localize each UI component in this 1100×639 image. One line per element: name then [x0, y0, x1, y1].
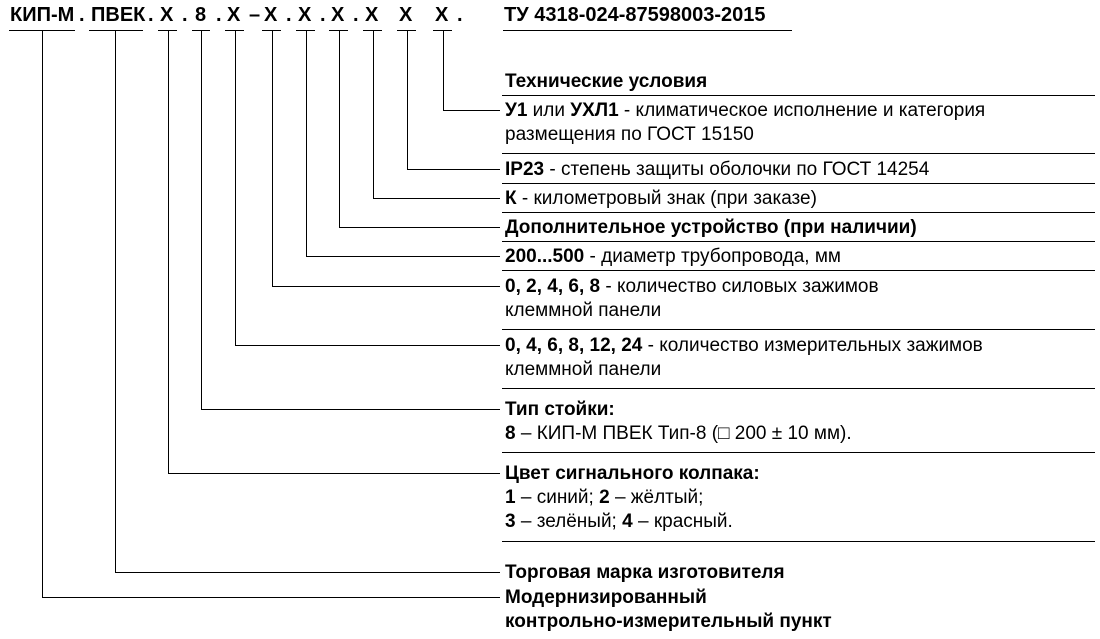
code-seg-addon: Х	[331, 4, 344, 27]
code-seg-pvek: ПВЕК	[91, 4, 145, 27]
desc-title-kipm: Модернизированныйконтрольно-измерительны…	[505, 586, 832, 634]
code-sep-after-addon: .	[353, 4, 359, 27]
desc-divider-7	[502, 388, 1095, 389]
code-sep-after-power: .	[286, 4, 292, 27]
code-seg-km: Х	[365, 4, 378, 27]
desc-divider-2	[502, 183, 1095, 184]
code-sep-after-meas: –	[249, 4, 260, 27]
desc-divider-3	[502, 212, 1095, 213]
code-seg-color: Х	[160, 4, 173, 27]
code-sep-after-type: .	[216, 4, 222, 27]
code-seg-meas: Х	[227, 4, 240, 27]
desc-color: Цвет сигнального колпака:1 – синий; 2 – …	[505, 462, 760, 534]
code-sep-after-diam: .	[320, 4, 326, 27]
desc-clim: У1 или УХЛ1 - климатическое исполнение и…	[505, 99, 985, 147]
desc-divider-5	[502, 270, 1095, 271]
desc-divider-6	[502, 329, 1095, 330]
code-seg-kipm: КИП-М	[10, 4, 74, 27]
code-seg-type: 8	[195, 4, 206, 27]
desc-type: Тип стойки:8 – КИП-М ПВЕК Тип-8 (□ 200 ±…	[505, 398, 852, 446]
desc-divider-4	[502, 241, 1095, 242]
desc-title-tu: Технические условия	[505, 70, 707, 94]
code-seg-diam: Х	[298, 4, 311, 27]
code-underline-tu	[503, 30, 792, 31]
desc-divider-0	[502, 95, 1095, 96]
desc-power: 0, 2, 4, 6, 8 - количество силовых зажим…	[505, 275, 879, 323]
code-seg-power: Х	[264, 4, 277, 27]
code-sep-after-pvek: .	[148, 4, 154, 27]
designation-diagram: { "layout": { "desc_left": 505, "divider…	[0, 0, 1100, 639]
code-seg-ip: Х	[399, 4, 412, 27]
desc-divider-1	[502, 153, 1095, 154]
desc-km: К - километровый знак (при заказе)	[505, 187, 817, 211]
desc-diam: 200...500 - диаметр трубопровода, мм	[505, 245, 841, 269]
code-seg-tu: ТУ 4318-024-87598003-2015	[504, 4, 766, 27]
code-row: КИП-М.ПВЕК.Х.8.Х–Х.Х.Х.ХХХ.ТУ 4318-024-8…	[0, 0, 1100, 30]
code-sep-after-color: .	[182, 4, 188, 27]
code-seg-clim: Х	[435, 4, 448, 27]
desc-divider-9	[502, 541, 1095, 542]
desc-title-pvek: Торговая марка изготовителя	[505, 561, 785, 585]
code-sep-after-clim: .	[457, 4, 463, 27]
desc-title-addon: Дополнительное устройство (при наличии)	[505, 216, 917, 240]
desc-ip: IP23 - степень защиты оболочки по ГОСТ 1…	[505, 158, 929, 182]
code-sep-after-kipm: .	[79, 4, 85, 27]
connector-clim	[443, 30, 500, 111]
desc-meas: 0, 4, 6, 8, 12, 24 - количество измерите…	[505, 334, 983, 382]
desc-divider-8	[502, 452, 1095, 453]
